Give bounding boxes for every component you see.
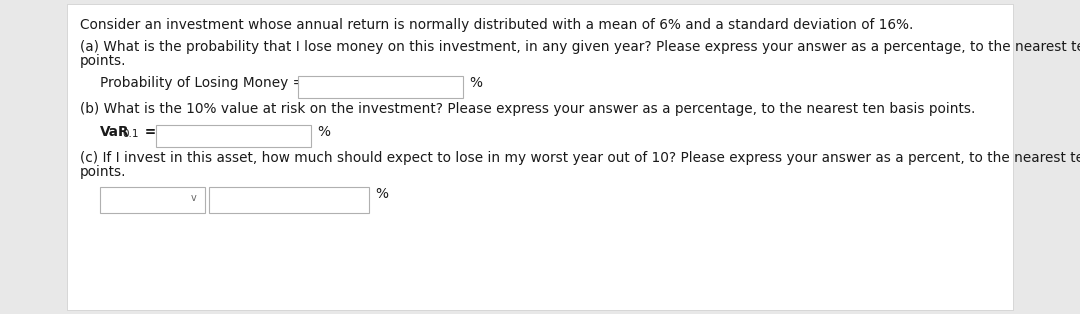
FancyBboxPatch shape (100, 187, 205, 213)
Text: (b) What is the 10% value at risk on the investment? Please express your answer : (b) What is the 10% value at risk on the… (80, 102, 975, 116)
FancyBboxPatch shape (67, 4, 1013, 310)
FancyBboxPatch shape (210, 187, 369, 213)
Text: %: % (469, 76, 482, 90)
Text: (c) If I invest in this asset, how much should expect to lose in my worst year o: (c) If I invest in this asset, how much … (80, 151, 1080, 165)
FancyBboxPatch shape (298, 76, 463, 98)
Text: (a) What is the probability that I lose money on this investment, in any given y: (a) What is the probability that I lose … (80, 40, 1080, 54)
Text: points.: points. (80, 165, 126, 179)
Text: =: = (140, 125, 157, 139)
FancyBboxPatch shape (156, 125, 311, 147)
Text: v: v (191, 193, 197, 203)
Text: points.: points. (80, 54, 126, 68)
Text: %: % (375, 187, 388, 201)
Text: VaR: VaR (100, 125, 130, 139)
Text: 0.1: 0.1 (122, 129, 138, 139)
Text: Consider an investment whose annual return is normally distributed with a mean o: Consider an investment whose annual retu… (80, 18, 914, 32)
Text: %: % (318, 125, 330, 139)
Text: Probability of Losing Money =: Probability of Losing Money = (100, 76, 305, 90)
